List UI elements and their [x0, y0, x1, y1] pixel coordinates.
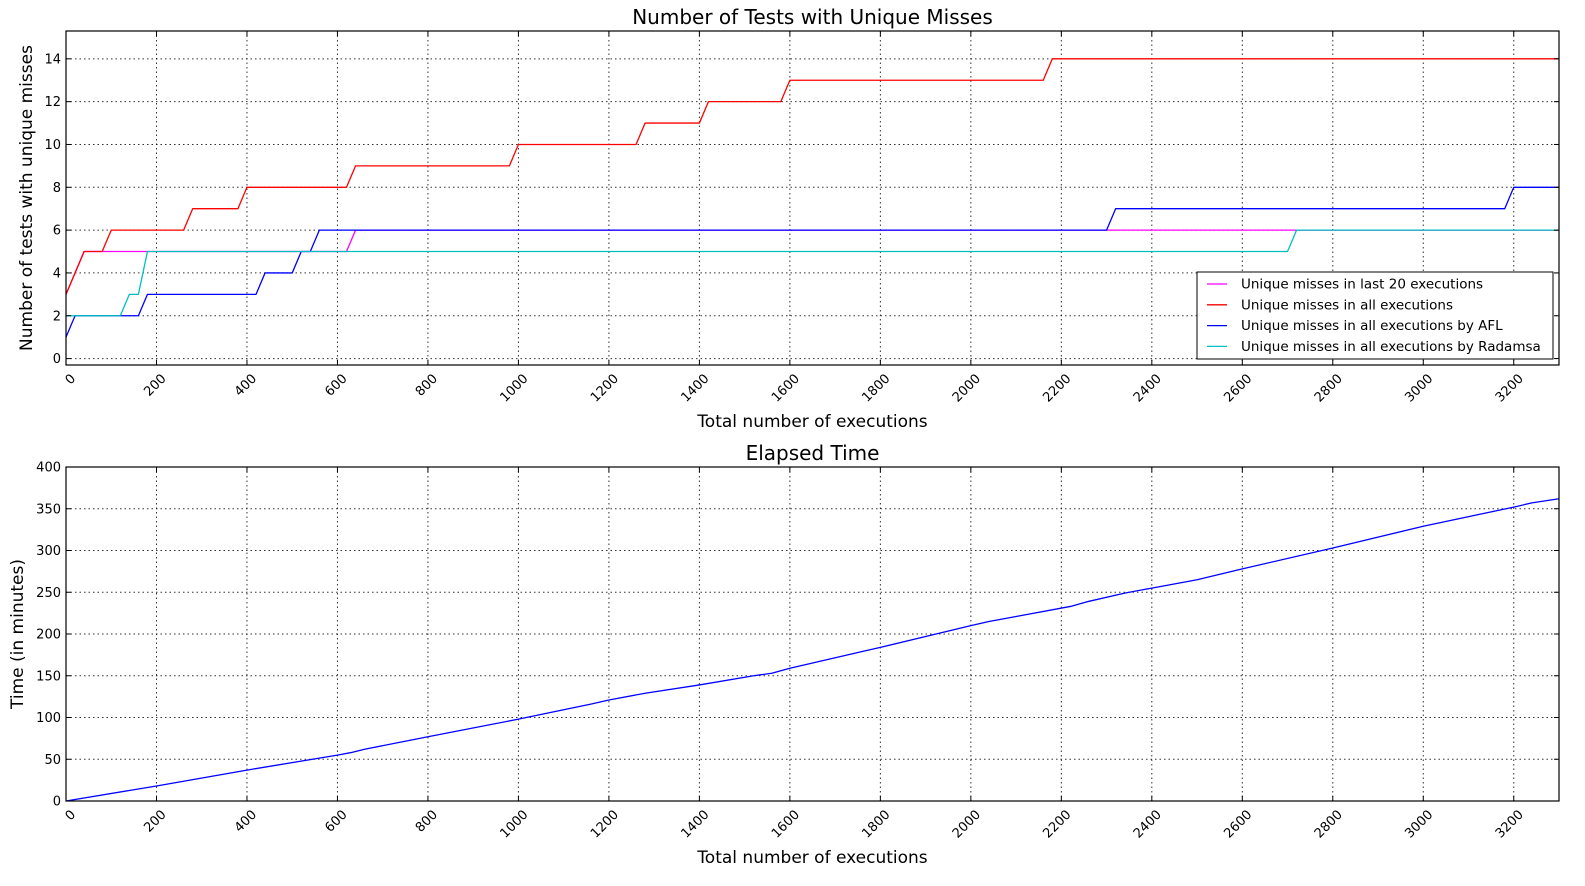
chart-panel-1: 0 200 400 600 800 1000 1200 1400 1600 1800 2000 220… — [17, 5, 1560, 432]
x-tick-label: 2600 — [1221, 371, 1255, 405]
x-tick-label: 2600 — [1221, 807, 1255, 841]
x-tick-label: 2200 — [1040, 371, 1074, 405]
x-tick-label: 800 — [413, 371, 441, 399]
legend-label: Unique misses in all executions — [1241, 297, 1453, 313]
x-tick-label: 1000 — [497, 371, 531, 405]
chart-title: Elapsed Time — [746, 441, 880, 465]
y-tick-label: 14 — [44, 52, 61, 67]
y-tick-label: 0 — [53, 795, 61, 810]
x-tick-label: 1600 — [769, 807, 803, 841]
x-tick-label: 1400 — [678, 807, 712, 841]
x-tick-label: 2000 — [950, 371, 984, 405]
y-tick-label: 2 — [53, 309, 61, 324]
plot-frame — [65, 30, 1560, 366]
x-tick-label: 2000 — [950, 807, 984, 841]
x-tick-label: 2800 — [1312, 807, 1346, 841]
legend-label: Unique misses in last 20 executions — [1241, 277, 1483, 293]
x-tick-label: 2800 — [1312, 371, 1346, 405]
y-tick-label: 4 — [53, 266, 61, 281]
x-tick-label: 800 — [413, 807, 441, 835]
x-tick-label: 0 — [63, 371, 79, 387]
x-tick-label: 1600 — [769, 371, 803, 405]
x-tick-label: 3200 — [1493, 371, 1527, 405]
y-tick-label: 8 — [53, 181, 61, 196]
series-line-4 — [66, 229, 1559, 317]
legend-label: Unique misses in all executions by AFL — [1241, 318, 1503, 334]
x-tick-label: 2400 — [1131, 807, 1165, 841]
x-tick-label: 0 — [63, 807, 79, 823]
y-axis-label: Time (in minutes) — [8, 559, 28, 710]
x-tick-label: 600 — [322, 807, 350, 835]
y-tick-label: 50 — [44, 753, 61, 768]
legend-box — [1196, 271, 1554, 360]
x-tick-label: 3200 — [1493, 807, 1527, 841]
x-tick-label: 400 — [232, 371, 260, 399]
y-tick-label: 300 — [36, 544, 61, 559]
y-tick-label: 6 — [53, 224, 61, 239]
x-tick-label: 200 — [141, 807, 169, 835]
y-tick-label: 12 — [44, 95, 61, 110]
y-tick-label: 250 — [36, 586, 61, 601]
x-axis-label: Total number of executions — [696, 412, 927, 432]
legend: Unique misses in last 20 executions Uniqu… — [1196, 271, 1554, 360]
x-tick-label: 1800 — [859, 371, 893, 405]
x-tick-label: 1000 — [497, 807, 531, 841]
y-axis-label: Number of tests with unique misses — [17, 45, 37, 351]
series-line-1 — [65, 498, 1560, 802]
x-tick-label: 1200 — [588, 807, 622, 841]
x-tick-label: 400 — [232, 807, 260, 835]
chart-panel-2: 0 200 400 600 800 1000 1200 1400 1600 1800 2000 220… — [8, 441, 1560, 868]
y-tick-label: 200 — [36, 628, 61, 643]
x-tick-label: 600 — [322, 371, 350, 399]
x-tick-label: 3000 — [1402, 807, 1436, 841]
y-tick-label: 150 — [36, 669, 61, 684]
x-tick-label: 200 — [141, 371, 169, 399]
x-tick-label: 1800 — [859, 807, 893, 841]
x-tick-label: 1400 — [678, 371, 712, 405]
y-tick-label: 0 — [53, 352, 61, 367]
x-tick-label: 3000 — [1402, 371, 1436, 405]
y-tick-label: 100 — [36, 711, 61, 726]
y-tick-label: 400 — [36, 461, 61, 476]
x-tick-label: 1200 — [588, 371, 622, 405]
x-tick-label: 2200 — [1040, 807, 1074, 841]
x-tick-label: 2400 — [1131, 371, 1165, 405]
y-tick-label: 350 — [36, 502, 61, 517]
series-line-2 — [65, 58, 1559, 295]
legend-label: Unique misses in all executions by Radam… — [1241, 339, 1541, 355]
chart-title: Number of Tests with Unique Misses — [632, 5, 993, 29]
y-tick-label: 10 — [44, 138, 61, 153]
x-axis-label: Total number of executions — [696, 848, 927, 868]
